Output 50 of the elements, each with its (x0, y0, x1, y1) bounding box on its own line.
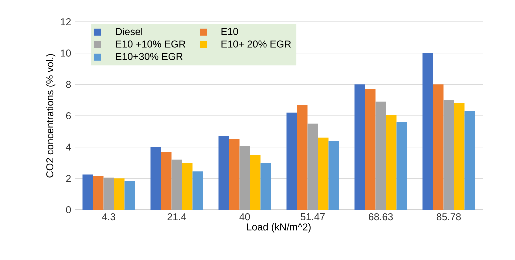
bar (433, 84, 444, 210)
x-tick-label: 68.63 (369, 214, 394, 221)
bar (229, 140, 240, 210)
x-tick-label: 21.4 (168, 214, 186, 220)
bar (444, 100, 454, 210)
y-axis-title: CO2 concentrations (% vol.) (46, 54, 56, 178)
bar (150, 147, 162, 210)
bar (454, 103, 465, 210)
bar (104, 178, 114, 210)
bar (464, 111, 476, 210)
bar (376, 102, 386, 210)
legend-label: E10+30% EGR (116, 53, 183, 60)
y-tick-label: 6 (66, 112, 72, 120)
bar (260, 163, 272, 210)
y-tick-label: 0 (66, 206, 72, 214)
x-tick-label: 40 (240, 214, 250, 221)
bar (354, 84, 366, 210)
y-tick-label: 4 (66, 144, 72, 151)
x-axis-title: Load (kN/m^2) (247, 223, 311, 233)
bar (250, 155, 261, 210)
y-tick-label: 10 (61, 50, 72, 57)
bar (297, 105, 308, 210)
x-tick-label: 4.3 (102, 214, 116, 221)
legend-label: E10 +10% EGR (116, 40, 186, 48)
legend-label: E10 (222, 28, 238, 36)
y-tick-label: 2 (66, 175, 71, 182)
bar (93, 176, 104, 210)
bar (365, 89, 376, 210)
bar (218, 136, 230, 210)
bar (286, 112, 298, 210)
y-tick-label: 8 (66, 81, 72, 88)
legend-label: Diesel (116, 28, 142, 36)
bar (386, 115, 397, 210)
bar (182, 163, 193, 210)
x-tick-label: 85.78 (436, 214, 462, 221)
legend-label: E10+ 20% EGR (222, 40, 292, 48)
bar (240, 146, 250, 210)
bar (328, 141, 340, 210)
bar (124, 181, 136, 210)
bar (114, 178, 125, 210)
x-tick-label: 51.47 (300, 214, 325, 220)
bar (422, 53, 434, 210)
bar (192, 172, 204, 210)
bar (396, 122, 408, 210)
bar (82, 174, 94, 210)
bar (308, 124, 318, 210)
y-tick-label: 12 (61, 18, 71, 26)
bar (172, 160, 182, 210)
bar (318, 138, 329, 210)
bar (161, 152, 172, 210)
